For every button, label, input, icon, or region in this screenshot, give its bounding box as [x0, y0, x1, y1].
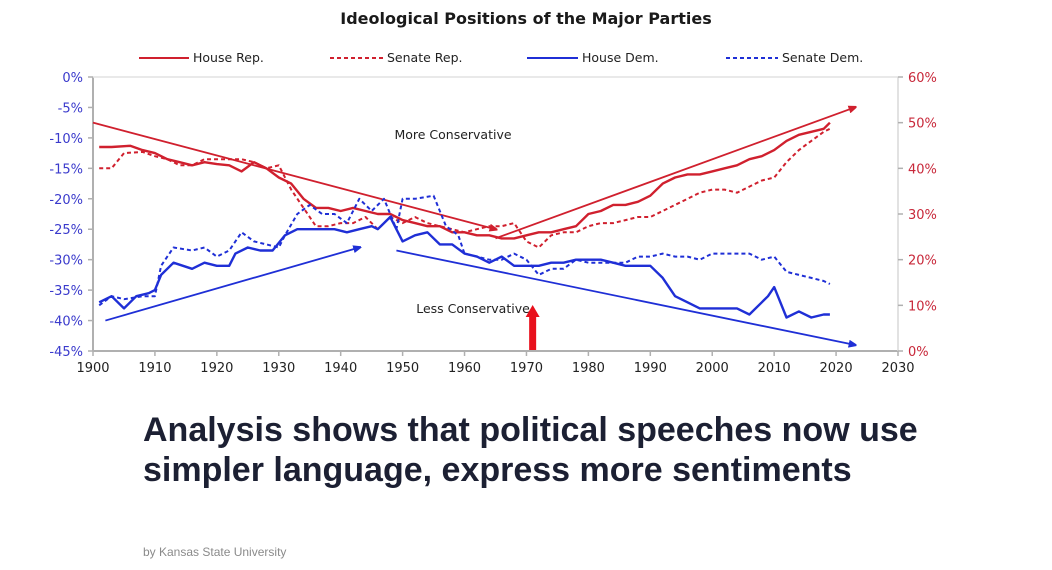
article-byline[interactable]: by Kansas State University — [143, 545, 287, 559]
annotation-less-conservative: Less Conservative — [416, 301, 530, 316]
legend-label-senate-dem: Senate Dem. — [782, 50, 863, 65]
right-tick-label: 40% — [908, 162, 937, 177]
article-headline[interactable]: Analysis shows that political speeches n… — [143, 411, 918, 489]
series-lines — [98, 121, 831, 319]
left-tick-label: -20% — [49, 193, 83, 208]
red-up-arrow-shape — [525, 305, 540, 350]
trend-arrow-dem-3 — [396, 249, 854, 345]
legend-item-house-dem: House Dem. — [527, 50, 659, 65]
chart: Ideological Positions of the Major Parti… — [49, 9, 937, 376]
red-up-arrow-icon — [525, 305, 540, 350]
legend-item-senate-rep: Senate Rep. — [330, 50, 463, 65]
chart-title: Ideological Positions of the Major Parti… — [340, 9, 711, 28]
x-tick-label: 1930 — [262, 361, 295, 376]
x-tick-label: 2010 — [758, 361, 791, 376]
x-tick-label: 2030 — [881, 361, 914, 376]
x-tick-label: 1910 — [138, 361, 171, 376]
left-tick-label: -35% — [49, 284, 83, 299]
right-tick-label: 0% — [908, 345, 929, 360]
right-tick-label: 10% — [908, 299, 937, 314]
left-tick-label: -30% — [49, 254, 83, 269]
left-tick-label: -45% — [49, 345, 83, 360]
x-tick-label: 1960 — [448, 361, 481, 376]
trend-arrow-rep-1 — [495, 107, 855, 240]
legend-label-house-rep: House Rep. — [193, 50, 264, 65]
series-line-house-dem — [98, 215, 830, 319]
left-tick-label: -40% — [49, 315, 83, 330]
right-tick-label: 50% — [908, 117, 937, 132]
series-line-senate-rep — [99, 127, 831, 249]
left-tick-label: -25% — [49, 223, 83, 238]
x-tick-label: 1950 — [386, 361, 419, 376]
legend: House Rep. Senate Rep. House Dem. Senate… — [139, 50, 863, 65]
tick-labels: 0% -5% -10% -15% -20% -25% -30% -35% -40% -45% 60%… — [49, 71, 937, 376]
x-tick-label: 2000 — [696, 361, 729, 376]
x-tick-label: 1990 — [634, 361, 667, 376]
legend-item-senate-dem: Senate Dem. — [726, 50, 863, 65]
x-tick-label: 1940 — [324, 361, 357, 376]
annotation-more-conservative: More Conservative — [394, 127, 511, 142]
x-tick-label: 1900 — [76, 361, 109, 376]
right-tick-label: 20% — [908, 254, 937, 269]
trend-arrow-rep-0 — [92, 121, 496, 230]
x-tick-label: 2020 — [820, 361, 853, 376]
series-line-house-rep — [99, 121, 831, 240]
legend-label-house-dem: House Dem. — [582, 50, 659, 65]
left-tick-label: 0% — [62, 71, 83, 86]
x-tick-label: 1980 — [572, 361, 605, 376]
legend-label-senate-rep: Senate Rep. — [387, 50, 463, 65]
right-tick-label: 30% — [908, 208, 937, 223]
right-tick-label: 60% — [908, 71, 937, 86]
trend-arrows — [92, 107, 855, 345]
x-tick-label: 1970 — [510, 361, 543, 376]
legend-item-house-rep: House Rep. — [139, 50, 264, 65]
left-tick-label: -15% — [49, 162, 83, 177]
left-tick-label: -5% — [58, 101, 83, 116]
left-tick-label: -10% — [49, 132, 83, 147]
trend-arrow-dem-2 — [105, 247, 359, 322]
x-tick-label: 1920 — [200, 361, 233, 376]
series-line-senate-dem — [98, 194, 831, 307]
